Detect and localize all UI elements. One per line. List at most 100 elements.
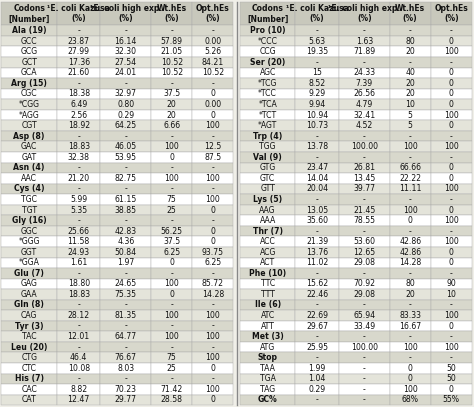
- Text: Asn (4): Asn (4): [13, 163, 45, 172]
- Bar: [390, 162, 431, 173]
- Text: 15: 15: [312, 68, 322, 77]
- Text: 61.15: 61.15: [115, 195, 137, 204]
- Text: AAA: AAA: [260, 216, 276, 225]
- Bar: [57, 268, 100, 279]
- Text: 20: 20: [405, 290, 415, 299]
- Text: 20: 20: [405, 79, 415, 88]
- Text: 14.28: 14.28: [201, 290, 224, 299]
- Text: -: -: [211, 374, 214, 383]
- Bar: [100, 226, 151, 236]
- Text: 6.25: 6.25: [163, 248, 180, 257]
- Bar: [192, 279, 233, 289]
- Text: 33.49: 33.49: [353, 322, 375, 330]
- Text: -: -: [211, 132, 214, 141]
- Bar: [151, 226, 192, 236]
- Text: -: -: [170, 184, 173, 193]
- Bar: [192, 68, 233, 78]
- Text: -: -: [211, 163, 214, 172]
- Bar: [295, 247, 339, 258]
- Text: 0: 0: [408, 364, 412, 373]
- Bar: [240, 173, 295, 184]
- Text: 64.77: 64.77: [115, 332, 137, 341]
- Bar: [431, 152, 472, 162]
- Bar: [100, 258, 151, 268]
- Bar: [57, 395, 100, 405]
- Bar: [390, 142, 431, 152]
- Bar: [295, 142, 339, 152]
- Bar: [57, 173, 100, 184]
- Bar: [390, 258, 431, 268]
- Text: 11.58: 11.58: [68, 237, 90, 246]
- Bar: [151, 279, 192, 289]
- Bar: [57, 352, 100, 363]
- Bar: [100, 300, 151, 310]
- Bar: [1, 205, 57, 215]
- Text: 6.49: 6.49: [70, 100, 87, 109]
- Text: 100: 100: [164, 332, 179, 341]
- Bar: [1, 321, 57, 331]
- Text: 0: 0: [449, 121, 454, 130]
- Bar: [295, 395, 339, 405]
- Bar: [240, 300, 295, 310]
- Text: 70.92: 70.92: [353, 279, 375, 289]
- Text: 20: 20: [405, 47, 415, 56]
- Bar: [1, 25, 57, 36]
- Text: 100: 100: [403, 206, 418, 214]
- Bar: [390, 68, 431, 78]
- Bar: [151, 258, 192, 268]
- Text: -: -: [211, 216, 214, 225]
- Bar: [100, 310, 151, 321]
- Bar: [339, 78, 390, 89]
- Bar: [339, 46, 390, 57]
- Text: -: -: [450, 153, 453, 162]
- Bar: [192, 226, 233, 236]
- Bar: [240, 268, 295, 279]
- Text: 23.87: 23.87: [68, 37, 90, 46]
- Bar: [57, 120, 100, 131]
- Text: -: -: [409, 353, 411, 362]
- Text: TAC: TAC: [22, 332, 36, 341]
- Bar: [240, 363, 295, 374]
- Text: 8.52: 8.52: [309, 79, 326, 88]
- Bar: [1, 142, 57, 152]
- Text: 0: 0: [210, 90, 215, 98]
- Bar: [192, 46, 233, 57]
- Bar: [100, 57, 151, 68]
- Bar: [1, 120, 57, 131]
- Text: GTC: GTC: [260, 174, 275, 183]
- Text: TGT: TGT: [22, 206, 36, 214]
- Bar: [151, 142, 192, 152]
- Bar: [390, 184, 431, 194]
- Bar: [1, 68, 57, 78]
- Bar: [100, 321, 151, 331]
- Text: 0: 0: [210, 237, 215, 246]
- Text: 66.66: 66.66: [399, 163, 421, 172]
- Bar: [1, 184, 57, 194]
- Text: *CCC: *CCC: [258, 37, 278, 46]
- Bar: [240, 247, 295, 258]
- Text: TGC: TGC: [21, 195, 37, 204]
- Bar: [57, 194, 100, 205]
- Bar: [390, 194, 431, 205]
- Text: *TCA: *TCA: [258, 100, 277, 109]
- Bar: [1, 247, 57, 258]
- Text: -: -: [450, 227, 453, 236]
- Bar: [390, 36, 431, 46]
- Text: 26.81: 26.81: [353, 163, 375, 172]
- Text: 1.04: 1.04: [309, 374, 326, 383]
- Bar: [295, 184, 339, 194]
- Bar: [57, 321, 100, 331]
- Bar: [192, 152, 233, 162]
- Text: 42.86: 42.86: [399, 248, 421, 257]
- Text: 0: 0: [449, 322, 454, 330]
- Text: 0: 0: [449, 248, 454, 257]
- Bar: [1, 289, 57, 300]
- Text: 80: 80: [405, 279, 415, 289]
- Text: 18.80: 18.80: [68, 279, 90, 289]
- Bar: [390, 268, 431, 279]
- Text: 100: 100: [444, 311, 459, 320]
- Text: *TCC: *TCC: [258, 90, 277, 98]
- Text: 0: 0: [449, 174, 454, 183]
- Bar: [100, 384, 151, 395]
- Bar: [339, 331, 390, 342]
